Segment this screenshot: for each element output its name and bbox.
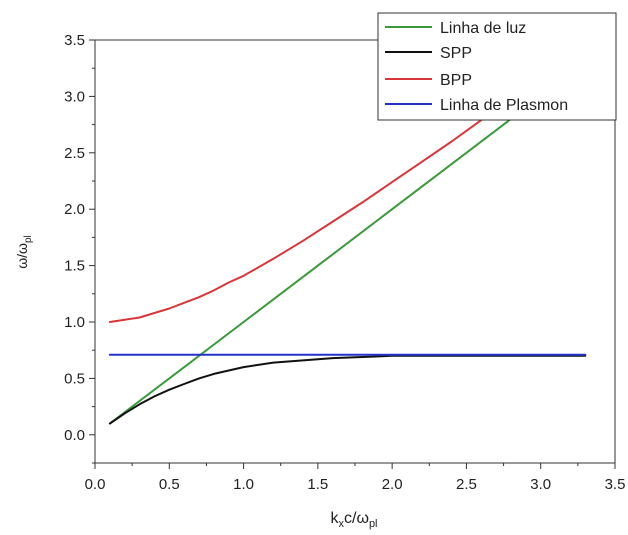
- x-tick-label: 2.0: [382, 476, 403, 493]
- y-tick-label: 0.5: [64, 370, 85, 387]
- x-tick-label: 3.5: [605, 476, 626, 493]
- x-axis-label-sub-pl: pl: [369, 518, 378, 530]
- series-lines: [108, 83, 587, 425]
- y-axis-label: ω/ωpl: [14, 235, 34, 269]
- y-tick-label: 2.0: [64, 201, 85, 218]
- x-tick-label: 1.5: [307, 476, 328, 493]
- x-tick-label: 2.5: [456, 476, 477, 493]
- x-axis-label: kxc/ωpl: [331, 510, 378, 530]
- legend-box: [377, 12, 617, 121]
- x-axis-ticks: 0.0 0.5 1.0 1.5 2.0 2.5 3.0 3.5: [85, 463, 626, 493]
- x-tick-label: 0.5: [159, 476, 180, 493]
- x-tick-label: 3.0: [530, 476, 551, 493]
- y-tick-label: 3.0: [64, 88, 85, 105]
- y-axis-ticks: 0.0 0.5 1.0 1.5 2.0 2.5 3.0 3.5: [64, 32, 95, 464]
- y-tick-label: 3.5: [64, 32, 85, 49]
- legend-label-bpp: BPP: [440, 72, 472, 89]
- y-axis-label-main: ω/ω: [14, 243, 30, 269]
- legend-label-spp: SPP: [440, 45, 472, 62]
- series-line-bpp: [108, 83, 535, 323]
- x-tick-label: 0.0: [85, 476, 106, 493]
- series-line-spp: [108, 354, 587, 425]
- y-tick-label: 0.0: [64, 427, 85, 444]
- y-tick-label: 1.5: [64, 258, 85, 275]
- legend-label-linha-de-plasmon: Linha de Plasmon: [440, 97, 568, 114]
- legend-label-linha-de-luz: Linha de luz: [440, 20, 526, 37]
- x-axis-label-k: k: [331, 510, 340, 527]
- x-axis-label-mid: c/ω: [344, 510, 369, 527]
- x-axis-label-sub-x: x: [339, 518, 345, 530]
- y-tick-label: 1.0: [64, 314, 85, 331]
- y-axis-label-sub: pl: [23, 235, 34, 243]
- y-tick-label: 2.5: [64, 145, 85, 162]
- x-tick-label: 1.0: [233, 476, 254, 493]
- legend: Linha de luz SPP BPP Linha de Plasmon: [377, 12, 617, 121]
- svg-text:ω/ωpl: ω/ωpl: [14, 235, 34, 269]
- series-line-linha-de-luz: [108, 112, 520, 425]
